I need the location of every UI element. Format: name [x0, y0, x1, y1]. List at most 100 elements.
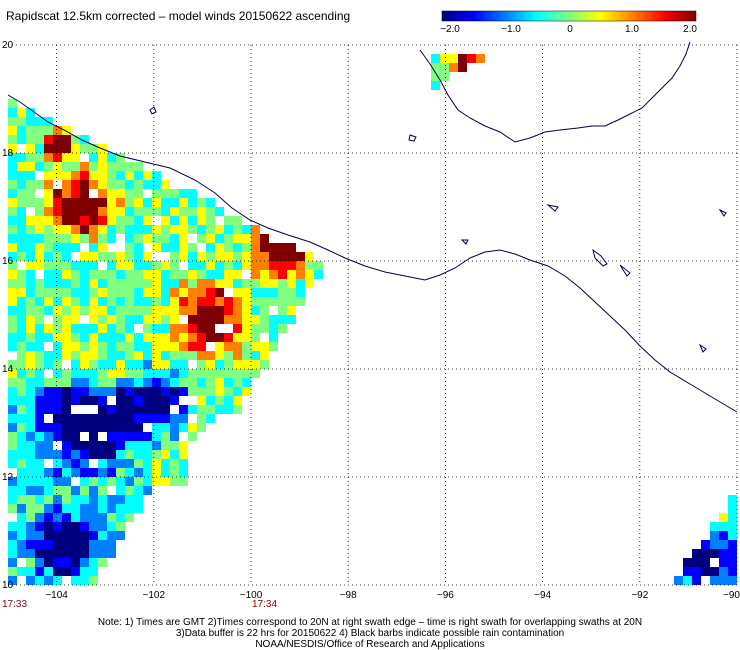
wind-cell: [17, 342, 26, 351]
wind-cell: [170, 297, 179, 306]
wind-cell: [98, 171, 107, 180]
wind-cell: [197, 207, 206, 216]
wind-cell: [98, 225, 107, 234]
wind-cell: [80, 198, 89, 207]
wind-cell: [8, 405, 17, 414]
wind-cell: [71, 360, 80, 369]
wind-cell: [215, 288, 224, 297]
wind-cell: [35, 531, 44, 540]
wind-cell: [80, 216, 89, 225]
wind-cell: [197, 261, 206, 270]
wind-cell: [53, 270, 62, 279]
wind-cell: [260, 351, 269, 360]
wind-cell: [98, 288, 107, 297]
wind-cell: [35, 450, 44, 459]
wind-cell: [35, 324, 44, 333]
wind-cell: [17, 126, 26, 135]
wind-cell: [260, 342, 269, 351]
wind-cell: [170, 414, 179, 423]
wind-cell: [35, 135, 44, 144]
wind-cell: [89, 243, 98, 252]
wind-cell: [26, 315, 35, 324]
wind-cell: [278, 279, 287, 288]
wind-cell: [26, 252, 35, 261]
wind-cell: [35, 360, 44, 369]
wind-cell: [35, 180, 44, 189]
wind-cell: [8, 432, 17, 441]
wind-cell: [107, 387, 116, 396]
wind-cell: [134, 387, 143, 396]
wind-cell: [242, 387, 251, 396]
wind-cell: [206, 333, 215, 342]
wind-cell: [71, 333, 80, 342]
wind-cell: [134, 459, 143, 468]
axis-labels: −104 −102 −100 −98 −96 −94 −92 −90 10 12 14 16 18 20: [2, 40, 740, 601]
wind-cell: [143, 333, 152, 342]
wind-cell: [287, 252, 296, 261]
wind-cell: [17, 333, 26, 342]
wind-cell: [62, 234, 71, 243]
wind-cell: [170, 360, 179, 369]
wind-cell: [8, 360, 17, 369]
wind-cell: [188, 324, 197, 333]
wind-cell: [62, 279, 71, 288]
wind-cell: [26, 216, 35, 225]
wind-cell: [134, 162, 143, 171]
wind-cell: [71, 207, 80, 216]
wind-cell: [8, 576, 17, 585]
wind-cell: [26, 279, 35, 288]
wind-cell: [170, 279, 179, 288]
wind-cell: [17, 162, 26, 171]
wind-cell: [53, 540, 62, 549]
wind-cell: [287, 315, 296, 324]
wind-cell: [701, 567, 710, 576]
wind-cell: [161, 207, 170, 216]
wind-cell: [80, 351, 89, 360]
wind-cell: [53, 261, 62, 270]
wind-cell: [17, 513, 26, 522]
wind-cell: [53, 216, 62, 225]
wind-cell: [233, 369, 242, 378]
wind-cell: [233, 360, 242, 369]
wind-cell: [674, 576, 683, 585]
wind-cell: [134, 288, 143, 297]
wind-cell: [152, 180, 161, 189]
wind-cell: [44, 432, 53, 441]
wind-cell: [35, 243, 44, 252]
wind-cell: [251, 234, 260, 243]
wind-cell: [152, 288, 161, 297]
wind-cell: [224, 315, 233, 324]
wind-cell: [26, 162, 35, 171]
wind-cell: [116, 207, 125, 216]
wind-cell: [71, 135, 80, 144]
wind-cell: [278, 270, 287, 279]
wind-cell: [35, 216, 44, 225]
wind-cell: [35, 333, 44, 342]
wind-cell: [107, 306, 116, 315]
latitude-tick-label: 10: [2, 580, 14, 591]
wind-cell: [17, 369, 26, 378]
wind-cell: [98, 207, 107, 216]
wind-cell: [62, 144, 71, 153]
wind-cell: [197, 324, 206, 333]
wind-cell: [35, 387, 44, 396]
wind-cell: [89, 288, 98, 297]
wind-cell: [53, 153, 62, 162]
wind-cell: [98, 243, 107, 252]
wind-cell: [35, 315, 44, 324]
wind-cell: [53, 198, 62, 207]
wind-cell: [8, 162, 17, 171]
wind-cell: [161, 189, 170, 198]
wind-cell: [44, 270, 53, 279]
wind-cell: [161, 387, 170, 396]
wind-cell: [89, 351, 98, 360]
wind-cell: [116, 387, 125, 396]
wind-cell: [233, 315, 242, 324]
wind-cell: [17, 216, 26, 225]
wind-cell: [224, 243, 233, 252]
wind-cell: [44, 279, 53, 288]
wind-cell: [8, 396, 17, 405]
wind-cell: [89, 513, 98, 522]
wind-cell: [242, 324, 251, 333]
wind-cell: [197, 342, 206, 351]
